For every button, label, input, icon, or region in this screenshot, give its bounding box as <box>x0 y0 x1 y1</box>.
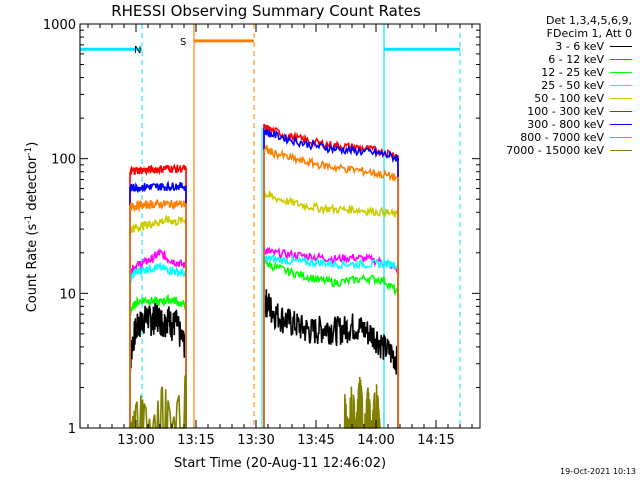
y-tick-label-0: 1 <box>68 422 76 437</box>
x-axis-label: Start Time (20-Aug-11 12:46:02) <box>174 456 386 471</box>
legend-swatch <box>610 124 632 125</box>
legend-swatch <box>610 98 632 99</box>
x-tick-label-1: 13:15 <box>177 433 214 448</box>
legend-entry: 25 - 50 keV <box>470 79 632 92</box>
series-6-segment-0 <box>129 180 187 428</box>
y-axis-label: Count Rate (s-1 detector-1) <box>24 142 40 313</box>
series-4-segment-1 <box>263 190 399 428</box>
series-2-segment-1 <box>263 257 399 428</box>
series-7-segment-0 <box>129 198 187 428</box>
y-tick-label-2: 100 <box>51 153 76 168</box>
legend-entry: 6 - 12 keV <box>470 53 632 66</box>
series-4-segment-0 <box>129 214 187 428</box>
legend-entry-label: 7000 - 15000 keV <box>506 144 604 157</box>
y-tick-label-1: 10 <box>59 287 76 302</box>
x-tick-label-4: 14:00 <box>357 433 394 448</box>
legend-swatch <box>610 111 632 112</box>
x-tick-label-2: 13:30 <box>237 433 274 448</box>
series-5-segment-1 <box>263 123 399 428</box>
series-0-segment-0 <box>129 302 187 428</box>
series-8-segment-1 <box>343 376 381 429</box>
legend-entry: 3 - 6 keV <box>470 40 632 53</box>
legend-header-1: FDecim 1, Att 0 <box>546 27 632 40</box>
legend-entry: 7000 - 15000 keV <box>470 144 632 157</box>
series-0-segment-1 <box>263 289 399 428</box>
legend-entry-label: 25 - 50 keV <box>541 79 604 92</box>
legend-entry: 300 - 800 keV <box>470 118 632 131</box>
x-tick-label-0: 13:00 <box>117 433 154 448</box>
timestamp: 19-Oct-2021 10:13 <box>560 467 636 476</box>
legend-entry: 12 - 25 keV <box>470 66 632 79</box>
y-tick-label-3: 1000 <box>43 18 76 33</box>
legend-entry-label: 800 - 7000 keV <box>520 131 604 144</box>
series-3-segment-1 <box>263 254 399 428</box>
legend-swatch <box>610 46 632 47</box>
chart-title: RHESSI Observing Summary Count Rates <box>111 2 421 20</box>
series-7-segment-1 <box>263 143 399 428</box>
x-tick-label-5: 14:15 <box>417 433 454 448</box>
plot-area: N S 1 10 100 1000 13:00 13:15 13:30 13:45 14:00 14:… <box>43 18 481 448</box>
legend-entry: 100 - 300 keV <box>470 105 632 118</box>
saa-flag-label: S <box>180 37 186 48</box>
legend-swatch <box>610 72 632 73</box>
legend-entry-label: 50 - 100 keV <box>534 92 604 105</box>
series-8-segment-0 <box>129 374 187 429</box>
legend-entry: 50 - 100 keV <box>470 92 632 105</box>
legend-entry-label: 100 - 300 keV <box>527 105 604 118</box>
legend-entry-label: 12 - 25 keV <box>541 66 604 79</box>
legend-swatch <box>610 85 632 86</box>
night-flag-label: N <box>134 45 141 56</box>
series-5-segment-0 <box>129 163 187 428</box>
legend-swatch <box>610 59 632 60</box>
legend-entry-label: 6 - 12 keV <box>548 53 604 66</box>
series-3-segment-0 <box>129 261 187 428</box>
series-2-segment-0 <box>129 293 187 428</box>
x-tick-label-3: 13:45 <box>297 433 334 448</box>
legend-entry-label: 300 - 800 keV <box>527 118 604 131</box>
legend-swatch <box>610 137 632 138</box>
legend-swatch <box>610 150 632 151</box>
series-6-segment-1 <box>263 128 399 428</box>
legend-entry: 800 - 7000 keV <box>470 131 632 144</box>
legend-header-0: Det 1,3,4,5,6,9, <box>545 14 632 27</box>
legend-entry-label: 3 - 6 keV <box>555 40 604 53</box>
